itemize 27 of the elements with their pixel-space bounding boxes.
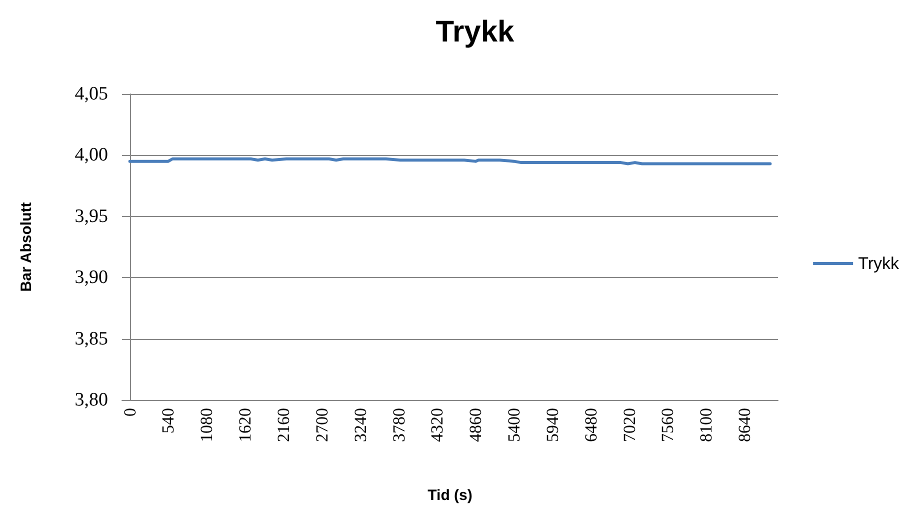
x-tick-label: 1620	[236, 408, 255, 442]
y-tick-label: 3,95	[74, 206, 108, 227]
x-tick-label: 5940	[542, 408, 562, 442]
x-tick-label: 1080	[197, 408, 216, 442]
x-tick-label: 3240	[350, 408, 370, 442]
y-tick-label: 4,05	[74, 84, 108, 104]
x-tick-label: 5400	[504, 408, 524, 442]
x-tick-label: 540	[158, 408, 178, 434]
x-axis-title: Tid (s)	[428, 487, 472, 504]
y-tick-label: 3,80	[74, 390, 108, 410]
y-axis-title: Bar Absolutt	[18, 202, 35, 292]
x-tick-label: 4860	[466, 408, 486, 442]
y-tick-label: 4,00	[74, 144, 108, 166]
x-tick-label: 3780	[389, 408, 408, 442]
x-tick-label: 8640	[735, 408, 754, 442]
x-tick-label: 8100	[696, 408, 716, 442]
y-tick-label: 3,90	[74, 267, 108, 288]
x-tick-label: 7560	[658, 408, 678, 442]
x-tick-label: 4320	[428, 408, 447, 442]
x-tick-label: 6480	[581, 408, 600, 442]
x-tick-label: 7020	[620, 408, 639, 442]
x-tick-label: 0	[120, 408, 140, 416]
x-tick-label: 2700	[312, 408, 332, 442]
x-tick-label: 2160	[274, 408, 294, 442]
y-tick-label: 3,85	[74, 328, 108, 350]
chart-title: Trykk	[436, 16, 515, 48]
legend-label: Trykk	[858, 254, 900, 273]
